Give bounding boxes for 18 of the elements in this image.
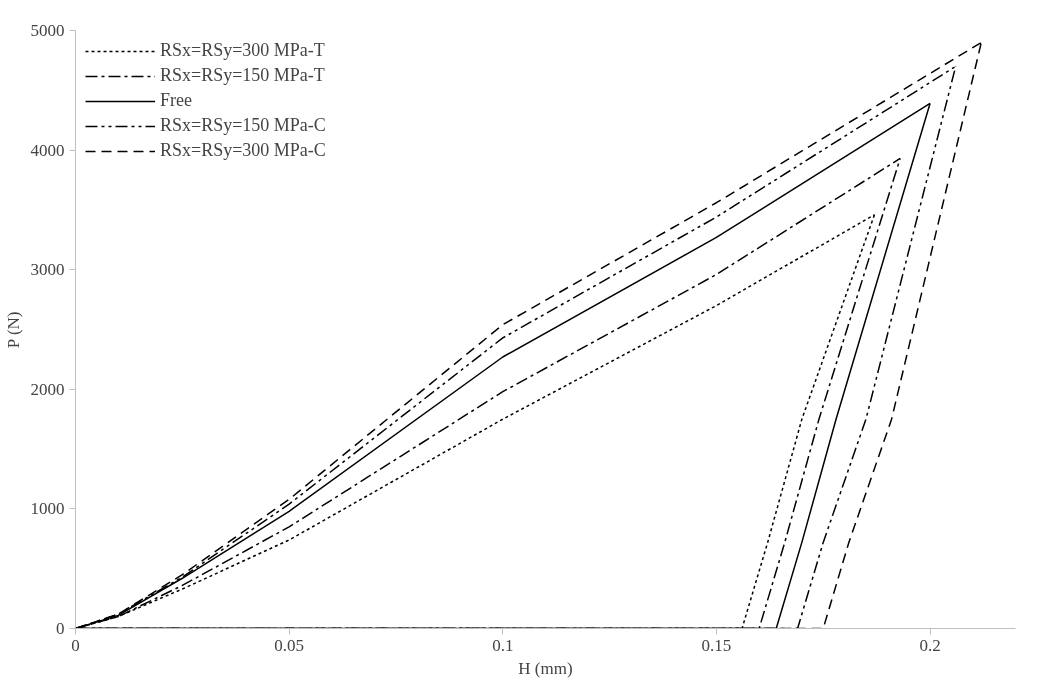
legend-label: RSx=RSy=300 MPa-T xyxy=(160,40,325,61)
y-tick-label: 0 xyxy=(56,619,65,638)
y-tick-label: 5000 xyxy=(30,21,65,40)
y-tick-label: 3000 xyxy=(30,260,65,280)
y-tick-label: 2000 xyxy=(30,379,65,399)
legend-label: Free xyxy=(160,90,192,111)
legend-label: RSx=RSy=300 MPa-C xyxy=(160,140,326,161)
y-tick-label: 1000 xyxy=(30,499,65,519)
legend-label: RSx=RSy=150 MPa-C xyxy=(160,115,326,136)
x-tick-label: 0.1 xyxy=(492,635,514,655)
x-tick-label: 0 xyxy=(71,635,80,655)
legend-label: RSx=RSy=150 MPa-T xyxy=(160,65,325,86)
x-axis-title: H (mm) xyxy=(518,658,573,678)
y-tick-label: 4000 xyxy=(30,140,65,160)
y-axis-title: P (N) xyxy=(3,311,23,349)
x-tick-label: 0.15 xyxy=(701,635,732,655)
x-tick-label: 0.05 xyxy=(274,635,305,655)
x-tick-label: 0.2 xyxy=(919,635,941,655)
